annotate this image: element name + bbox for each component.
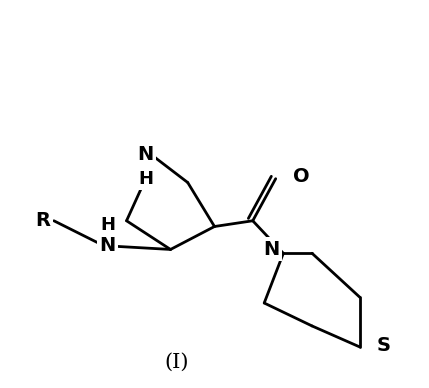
- Text: H: H: [138, 170, 153, 188]
- Text: S: S: [377, 336, 391, 355]
- Text: N: N: [99, 236, 115, 255]
- Text: H: H: [100, 216, 115, 234]
- Text: R: R: [35, 211, 50, 230]
- Text: N: N: [263, 240, 280, 259]
- Text: (I): (I): [164, 353, 188, 372]
- Text: O: O: [293, 167, 310, 186]
- Text: N: N: [138, 145, 154, 164]
